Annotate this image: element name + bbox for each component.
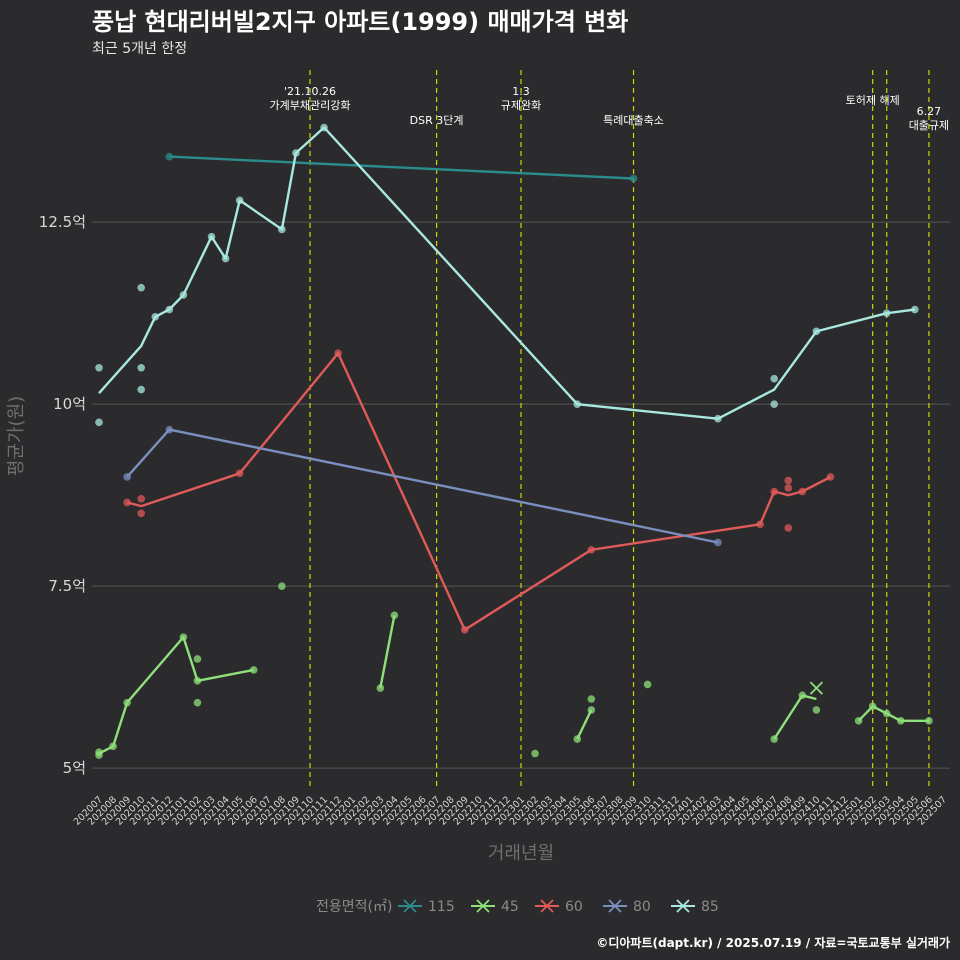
legend-swatch-cross (540, 899, 554, 913)
data-point (137, 495, 145, 503)
data-point (629, 174, 638, 183)
series-60 (123, 349, 835, 634)
event-label: '21.10.26 가계부채관리강화 (270, 85, 351, 112)
data-point (925, 717, 933, 725)
chart-title: 풍납 현대리버빌2지구 아파트(1999) 매매가격 변화 (92, 8, 628, 36)
legend-item-45: 45 (471, 899, 519, 915)
legend: 전용면적(㎡) 115 45 60 80 85 (316, 899, 719, 915)
event-label-line: 대출규제 (909, 119, 949, 132)
series-line (576, 709, 593, 740)
legend-item-85: 85 (671, 899, 719, 915)
data-point (714, 538, 722, 547)
series-line (98, 126, 916, 420)
data-point (278, 582, 286, 590)
x-axis: 2020072020082020092020102020112020122021… (72, 794, 949, 827)
y-tick-label: 7.5억 (48, 577, 86, 595)
event-label: 6.27 대출규제 (909, 105, 949, 132)
data-point (137, 363, 145, 372)
y-tick-label: 5억 (63, 759, 86, 777)
event-label: 특례대출축소 (603, 114, 664, 127)
data-point (137, 509, 145, 518)
legend-label: 115 (428, 899, 455, 915)
legend-item-115: 115 (398, 899, 455, 915)
series-line (98, 635, 254, 755)
data-point (784, 476, 793, 485)
legend-item-60: 60 (535, 899, 583, 915)
data-point (390, 611, 399, 620)
series-line (857, 705, 929, 722)
series-45 (95, 582, 933, 759)
data-point (95, 418, 103, 427)
legend-label: 45 (501, 899, 519, 915)
legend-title: 전용면적(㎡) (316, 899, 392, 915)
x-axis-title: 거래년월 (488, 843, 554, 864)
cross-marker (809, 681, 824, 695)
data-point (137, 385, 145, 394)
event-label-line: 특례대출축소 (603, 114, 664, 127)
event-label: 1.3 규제완화 (501, 85, 541, 112)
series-line (126, 352, 832, 631)
data-point (193, 698, 202, 707)
series-85 (95, 123, 919, 427)
event-label: 토허제 해제 (846, 93, 900, 107)
series-80 (123, 425, 722, 547)
legend-swatch-cross (403, 899, 417, 913)
series-115 (165, 152, 638, 183)
series-line (773, 694, 817, 740)
event-label: DSR 3단계 (410, 114, 464, 127)
event-label-line: '21.10.26 (284, 85, 336, 98)
event-label-line: 1.3 (512, 85, 530, 98)
data-point (531, 749, 539, 758)
event-label-line: DSR 3단계 (410, 114, 464, 127)
legend-swatch-cross (476, 899, 490, 913)
legend-label: 85 (701, 899, 719, 915)
series-layer (95, 123, 933, 759)
chart-subtitle: 최근 5개년 한정 (92, 41, 187, 57)
caption: ©디아파트(dapt.kr) / 2025.07.19 / 자료=국토교통부 실… (596, 935, 950, 950)
data-point (784, 524, 793, 532)
y-tick-label: 12.5억 (39, 213, 86, 231)
data-point (812, 706, 821, 714)
series-line (169, 155, 634, 180)
legend-label: 80 (633, 899, 651, 915)
event-label-line: 6.27 (917, 105, 942, 118)
data-point (95, 748, 103, 756)
legend-swatch-cross (676, 899, 690, 913)
data-point (137, 283, 145, 292)
legend-swatch-cross (608, 899, 622, 913)
data-point (784, 484, 793, 492)
data-point (643, 680, 652, 689)
data-point (587, 695, 596, 703)
y-axis-title: 평균가(원) (6, 396, 27, 476)
data-point (193, 655, 202, 663)
legend-item-80: 80 (603, 899, 651, 915)
data-point (770, 400, 778, 408)
series-line (379, 615, 396, 689)
y-axis: 5억 7.5억 10억 12.5억 (39, 213, 86, 777)
event-label-line: 토허제 해제 (846, 93, 900, 107)
y-tick-label: 10억 (53, 395, 86, 413)
series-line (126, 428, 719, 544)
legend-label: 60 (565, 899, 583, 915)
data-point (770, 374, 778, 383)
event-label-line: 가계부채관리강화 (270, 99, 351, 112)
data-point (95, 363, 103, 372)
event-label-line: 규제완화 (501, 99, 541, 112)
data-point (249, 666, 258, 674)
